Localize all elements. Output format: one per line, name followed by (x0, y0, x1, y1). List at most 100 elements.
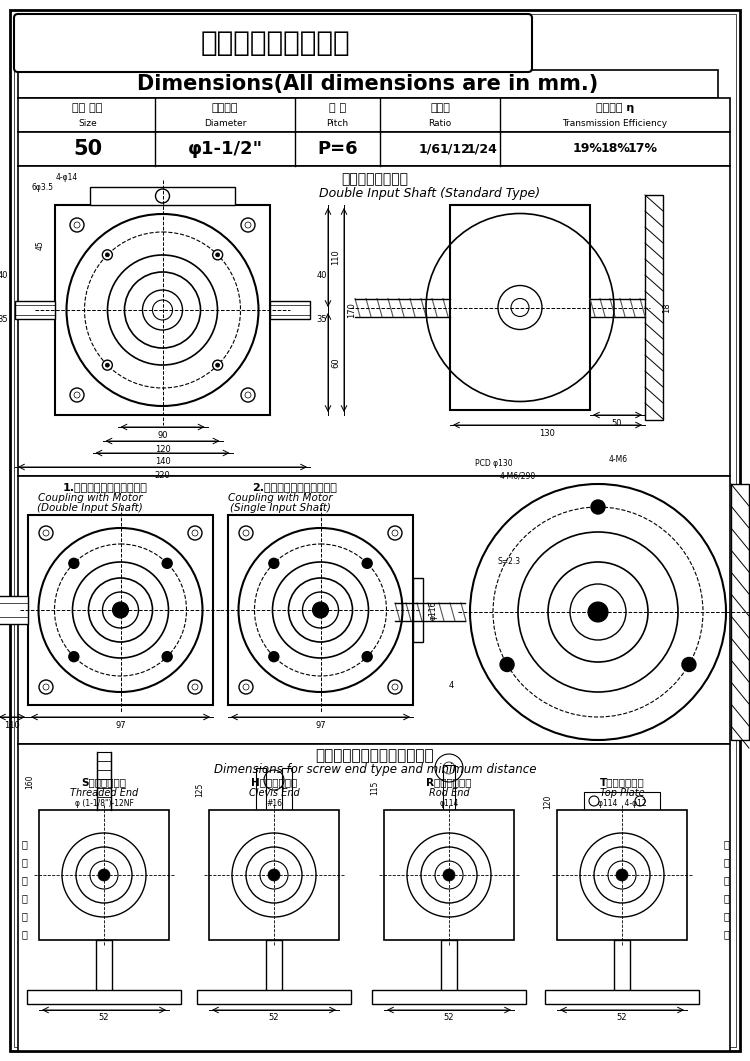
Circle shape (362, 651, 372, 662)
Bar (731, 484, 749, 740)
Text: 4-M6/290: 4-M6/290 (500, 471, 536, 481)
Text: 距: 距 (723, 875, 729, 885)
Circle shape (268, 558, 279, 569)
Bar (39, 810, 169, 940)
Bar (384, 810, 514, 940)
Bar (441, 940, 457, 995)
Bar (270, 301, 310, 319)
Text: 1/12: 1/12 (440, 142, 470, 156)
Bar (90, 187, 235, 205)
Text: 17%: 17% (628, 142, 658, 156)
Text: 120: 120 (543, 795, 552, 810)
Text: 4-φ14: 4-φ14 (56, 173, 78, 181)
Text: S型（牙口式）: S型（牙口式） (82, 777, 127, 787)
Text: 52: 52 (99, 1013, 109, 1023)
Text: 52: 52 (268, 1013, 279, 1023)
Text: Pitch: Pitch (326, 120, 349, 128)
Text: 50: 50 (612, 418, 622, 428)
Bar (18, 476, 730, 744)
Text: 最: 最 (21, 839, 27, 849)
Text: 4: 4 (448, 680, 454, 690)
Circle shape (105, 363, 110, 367)
Text: 120: 120 (154, 445, 170, 453)
Circle shape (162, 558, 172, 569)
Circle shape (682, 658, 696, 672)
Text: 125: 125 (195, 783, 204, 797)
Text: 螺旋升降機外型尺寸: 螺旋升降機外型尺寸 (200, 29, 350, 57)
Circle shape (313, 602, 328, 618)
Bar (557, 810, 687, 940)
Text: 整: 整 (723, 929, 729, 939)
Text: Top Plate: Top Plate (600, 788, 644, 798)
Text: 整: 整 (21, 929, 27, 939)
Text: 110: 110 (332, 249, 340, 265)
Text: 距: 距 (21, 875, 27, 885)
Text: φ1-1/2": φ1-1/2" (188, 140, 262, 158)
Circle shape (588, 602, 608, 622)
Text: 最: 最 (723, 839, 729, 849)
Text: 97: 97 (116, 720, 126, 730)
Circle shape (124, 272, 200, 348)
Bar (209, 810, 339, 940)
Text: 2.直結式（單入出端右側）: 2.直結式（單入出端右側） (253, 482, 338, 492)
Bar (18, 744, 730, 1051)
Bar (0, 596, 28, 624)
Bar (18, 166, 730, 476)
FancyBboxPatch shape (14, 14, 532, 72)
Text: Transmission Efficiency: Transmission Efficiency (562, 120, 668, 128)
Circle shape (142, 290, 182, 330)
Text: Double Input Shaft (Standard Type): Double Input Shaft (Standard Type) (320, 187, 541, 199)
Bar (197, 990, 351, 1004)
Circle shape (162, 651, 172, 662)
Bar (256, 768, 266, 810)
Text: 52: 52 (616, 1013, 627, 1023)
Text: Coupling with Motor: Coupling with Motor (228, 493, 332, 503)
Text: 35: 35 (0, 315, 8, 325)
Circle shape (69, 558, 79, 569)
Circle shape (213, 249, 223, 260)
Text: 短: 短 (723, 857, 729, 867)
Text: 型號 規格: 型號 規格 (72, 103, 103, 114)
Circle shape (105, 253, 110, 257)
Bar (545, 990, 699, 1004)
Text: 調: 調 (21, 911, 27, 921)
Text: T型（頂板式）: T型（頂板式） (600, 777, 644, 787)
Text: 140: 140 (154, 456, 170, 466)
Bar (27, 990, 181, 1004)
Text: φ (1-1/8")-12NF: φ (1-1/8")-12NF (74, 799, 134, 807)
Circle shape (443, 869, 455, 881)
Bar (450, 205, 590, 410)
Text: 18%: 18% (600, 142, 630, 156)
Text: Diameter: Diameter (204, 120, 246, 128)
Text: 40: 40 (316, 271, 327, 279)
Text: 1.直結式（雙入出端右側）: 1.直結式（雙入出端右側） (62, 482, 148, 492)
Bar (372, 990, 526, 1004)
Text: Clevis End: Clevis End (248, 788, 299, 798)
Text: Ratio: Ratio (428, 120, 451, 128)
Text: 調: 調 (723, 911, 729, 921)
Text: PCD φ130: PCD φ130 (475, 459, 513, 469)
Text: 35: 35 (316, 315, 327, 325)
Text: 115: 115 (370, 781, 379, 795)
Text: 雙入力（標準型）: 雙入力（標準型） (341, 172, 409, 186)
Text: 160: 160 (25, 775, 34, 789)
Text: 短: 短 (21, 857, 27, 867)
Text: φ114   4-φ12: φ114 4-φ12 (598, 799, 646, 807)
Text: 19%: 19% (572, 142, 602, 156)
Text: #16: #16 (266, 799, 282, 807)
Text: φ114: φ114 (440, 799, 459, 807)
Circle shape (216, 363, 220, 367)
Text: 130: 130 (539, 430, 556, 438)
Text: 螺桿直徑: 螺桿直徑 (211, 103, 238, 114)
Text: H型（栓孔式）: H型（栓孔式） (251, 777, 297, 787)
Text: 50: 50 (73, 139, 102, 159)
Bar (266, 940, 282, 995)
Text: 52: 52 (444, 1013, 454, 1023)
Circle shape (98, 869, 110, 881)
Text: Coupling with Motor: Coupling with Motor (38, 493, 142, 503)
Text: (Double Input Shaft): (Double Input Shaft) (37, 503, 142, 514)
Circle shape (69, 651, 79, 662)
Bar (18, 70, 718, 98)
Circle shape (362, 558, 372, 569)
Text: 減速比: 減速比 (430, 103, 450, 114)
